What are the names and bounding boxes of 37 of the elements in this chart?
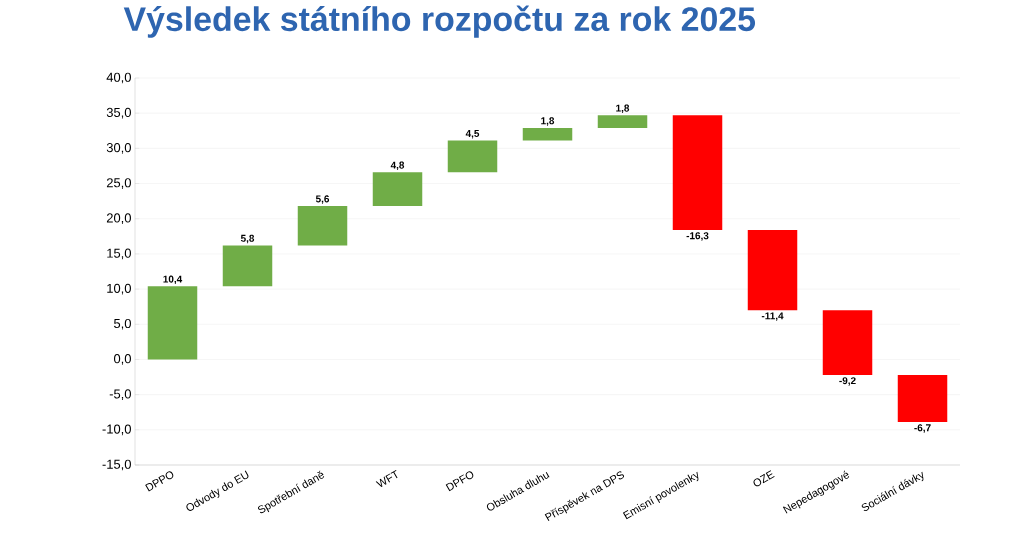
bar (297, 206, 348, 246)
data-label: 1,8 (616, 104, 630, 114)
bar (222, 245, 273, 287)
y-tick-label: 10,0 (107, 283, 131, 295)
data-label: 4,8 (390, 161, 405, 171)
data-label: 4,5 (465, 130, 480, 139)
bar (597, 115, 648, 128)
y-tick-label: -15,0 (102, 459, 131, 471)
chart-title: Výsledek státního rozpočtu za rok 2025 (123, 5, 756, 38)
y-tick-label: 0,0 (113, 354, 131, 365)
bar (147, 286, 198, 360)
x-tick-label: OZE (753, 470, 775, 487)
data-label: 1,8 (541, 117, 555, 126)
y-tick-label: 35,0 (106, 107, 131, 119)
y-tick-label: 30,0 (106, 143, 131, 154)
y-tick-label: -5,0 (109, 389, 131, 400)
bar (747, 229, 798, 311)
data-label: -9,2 (839, 377, 856, 386)
data-label: -11,4 (761, 312, 784, 321)
y-tick-label: 40,0 (106, 72, 131, 84)
bar (897, 374, 948, 423)
y-tick-label: 25,0 (106, 178, 131, 189)
y-tick-label: -10,0 (102, 424, 131, 436)
y-tick-label: 20,0 (106, 213, 131, 225)
y-tick-label: 5,0 (113, 318, 131, 330)
x-tick-label: WFT (375, 469, 398, 488)
bar (522, 127, 573, 141)
bar (372, 172, 423, 207)
bar (672, 115, 723, 230)
data-label: -6,7 (914, 424, 931, 433)
data-label: 10,4 (163, 275, 183, 285)
y-tick-label: 15,0 (107, 248, 131, 260)
data-label: 5,8 (240, 234, 255, 244)
bar (822, 310, 873, 375)
data-label: -16,3 (686, 232, 709, 241)
data-label: 5,6 (315, 195, 330, 204)
bar (447, 140, 498, 173)
